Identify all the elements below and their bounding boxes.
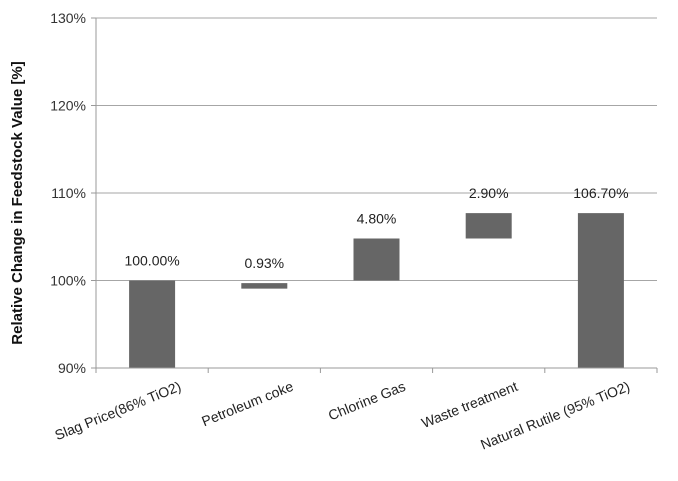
y-tick-label: 90% — [58, 360, 86, 376]
bars — [129, 213, 624, 368]
y-tick-label: 100% — [50, 273, 86, 289]
x-category-label: Waste treatment — [419, 378, 520, 431]
x-category-label: Petroleum coke — [199, 378, 295, 429]
bar — [465, 213, 512, 239]
bar — [353, 238, 400, 281]
y-tick-label: 120% — [50, 98, 86, 114]
y-axis-title: Relative Change in Feedstock Value [%] — [9, 61, 26, 344]
data-label: 106.70% — [573, 185, 628, 201]
x-category-label: Slag Price(86% TiO2) — [52, 378, 183, 443]
bar — [577, 213, 624, 368]
bar — [241, 283, 288, 289]
x-category-label: Chlorine Gas — [326, 378, 408, 423]
y-tick-label: 130% — [50, 10, 86, 26]
data-label: 100.00% — [124, 253, 179, 269]
data-labels: 100.00% 0.93% 4.80% 2.90% 106.70% — [124, 185, 628, 271]
data-label: 0.93% — [244, 255, 284, 271]
bar — [129, 280, 176, 368]
x-axis-labels: Slag Price(86% TiO2) Petroleum coke Chlori… — [52, 368, 658, 453]
data-label: 4.80% — [357, 211, 397, 227]
y-tick-label: 110% — [51, 185, 86, 201]
y-axis-ticks: 90% 100% 110% 120% 130% — [50, 10, 96, 376]
data-label: 2.90% — [469, 185, 509, 201]
